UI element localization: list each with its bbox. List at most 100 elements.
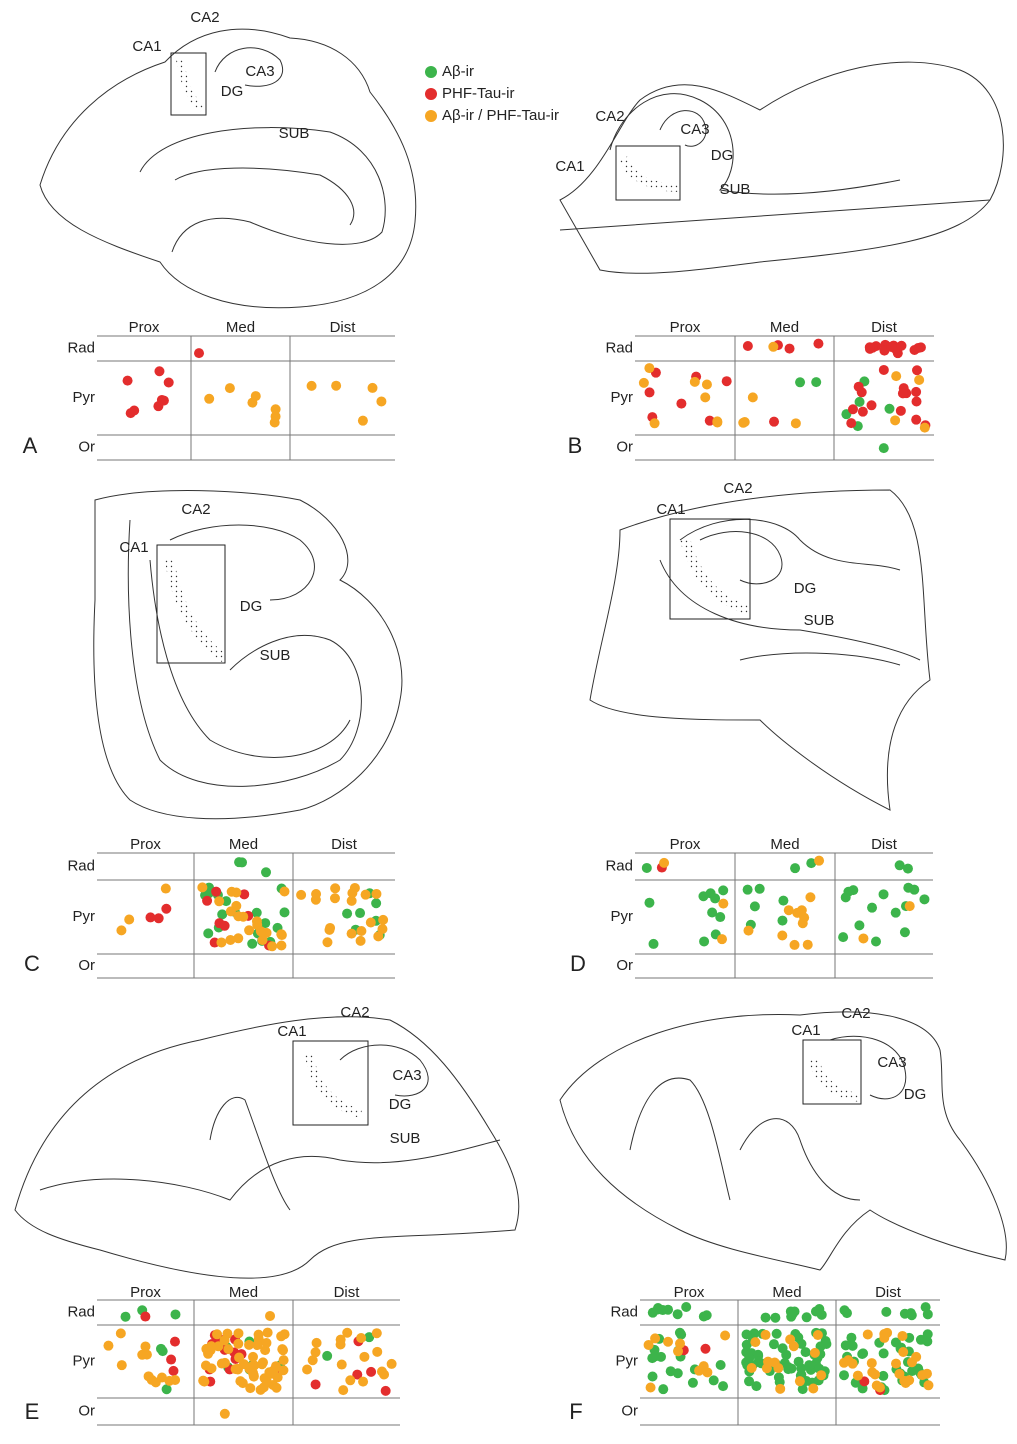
cell-dot [646, 1382, 656, 1392]
cell-dot [272, 1383, 282, 1393]
column-header: Med [229, 836, 258, 853]
cell-dot [233, 1328, 243, 1338]
cell-dot [170, 1337, 180, 1347]
cell-dot [217, 909, 227, 919]
cell-dot [337, 1360, 347, 1370]
column-header: Med [770, 836, 799, 853]
cell-dot [681, 1302, 691, 1312]
column-header: Prox [674, 1284, 705, 1301]
row-label: Rad [67, 1303, 95, 1320]
legend-marker [425, 110, 437, 122]
cell-dot [129, 405, 139, 415]
cell-dot [867, 1367, 877, 1377]
cell-dot [312, 1338, 322, 1348]
region-label: DG [221, 83, 244, 100]
column-header: Med [770, 319, 799, 336]
cell-dot [865, 342, 875, 352]
cell-dot [249, 1372, 259, 1382]
column-header: Med [772, 1284, 801, 1301]
cell-dot [235, 1376, 245, 1386]
cell-dot [220, 1409, 230, 1419]
figure: Aβ-irPHF-Tau-irAβ-ir / PHF-Tau-irACA1CA2… [0, 0, 1017, 1444]
cell-dot [846, 418, 856, 428]
cell-dot [897, 1331, 907, 1341]
region-label: CA2 [723, 480, 752, 497]
region-label: SUB [390, 1130, 421, 1147]
cell-dot [220, 1358, 230, 1368]
cell-dot [700, 392, 710, 402]
row-label: Or [616, 438, 633, 455]
cell-dot [716, 1360, 726, 1370]
cell-dot [650, 1333, 660, 1343]
region-label: CA1 [656, 501, 685, 518]
cell-dot [214, 896, 224, 906]
cell-dot [371, 889, 381, 899]
column-header: Med [229, 1284, 258, 1301]
cell-dot [642, 863, 652, 873]
cell-dot [858, 1348, 868, 1358]
cell-dot [124, 915, 134, 925]
cell-dot [842, 1308, 852, 1318]
cell-dot [170, 1309, 180, 1319]
cell-dot [838, 932, 848, 942]
panel-letter: D [570, 951, 586, 976]
cell-dot [801, 1347, 811, 1357]
cell-dot [206, 1341, 216, 1351]
column-header: Dist [334, 1284, 361, 1301]
cell-dot [783, 1362, 793, 1372]
cell-dot [656, 1352, 666, 1362]
cell-dot [777, 930, 787, 940]
cell-dot [702, 380, 712, 390]
cell-dot [366, 917, 376, 927]
cell-dot [744, 1376, 754, 1386]
cell-dot [356, 926, 366, 936]
cell-dot [891, 371, 901, 381]
cell-dot [718, 885, 728, 895]
cell-dot [279, 1355, 289, 1365]
cell-dot [368, 383, 378, 393]
cell-dot [140, 1312, 150, 1322]
cell-dot [194, 348, 204, 358]
cell-dot [718, 899, 728, 909]
cell-dot [795, 377, 805, 387]
cell-dot [233, 1339, 243, 1349]
cell-dot [813, 1330, 823, 1340]
cell-dot [698, 891, 708, 901]
cell-dot [755, 884, 765, 894]
region-label: SUB [279, 125, 310, 142]
cell-dot [890, 415, 900, 425]
cell-dot [769, 1339, 779, 1349]
cell-dot [330, 893, 340, 903]
cell-dot [761, 1330, 771, 1340]
region-label: SUB [720, 181, 751, 198]
region-label: CA3 [680, 121, 709, 138]
panel-letter: C [24, 951, 40, 976]
cell-dot [761, 1313, 771, 1323]
cell-dot [666, 1366, 676, 1376]
cell-dot [296, 890, 306, 900]
inset-box [616, 146, 680, 200]
cell-dot [650, 418, 660, 428]
cell-dot [718, 1381, 728, 1391]
cell-dot [712, 417, 722, 427]
region-label: CA3 [392, 1067, 421, 1084]
cell-dot [649, 939, 659, 949]
column-header: Prox [129, 319, 160, 336]
cell-dot [848, 1341, 858, 1351]
cell-dot [355, 908, 365, 918]
cell-dot [773, 1363, 783, 1373]
row-label: Or [78, 957, 95, 974]
cell-dot [204, 394, 214, 404]
row-label: Rad [67, 857, 95, 874]
cell-dot [234, 857, 244, 867]
cell-dot [361, 890, 371, 900]
cell-dot [676, 399, 686, 409]
cell-dot [673, 1346, 683, 1356]
cell-dot [871, 936, 881, 946]
cell-dot [710, 893, 720, 903]
cell-dot [359, 1352, 369, 1362]
region-label: CA1 [791, 1022, 820, 1039]
cell-dot [912, 397, 922, 407]
cell-dot [896, 341, 906, 351]
cell-dot [907, 1357, 917, 1367]
